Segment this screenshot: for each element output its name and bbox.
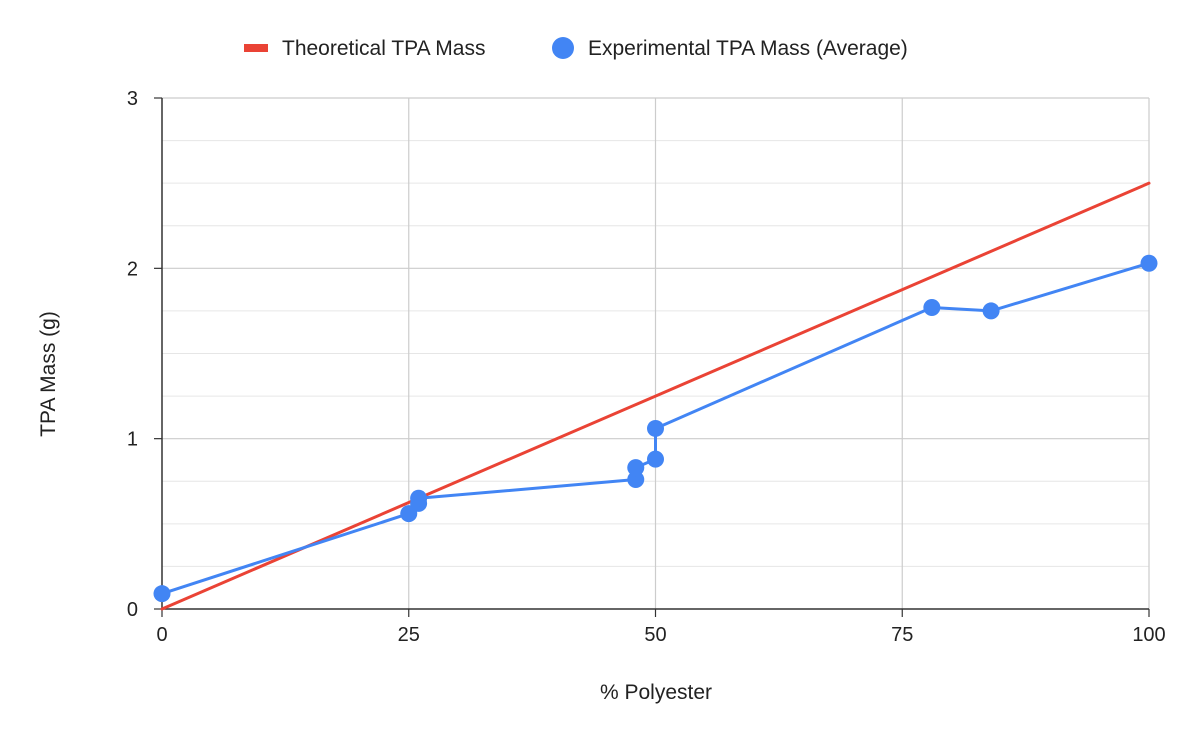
data-point-experimental[interactable] xyxy=(627,459,645,477)
x-tick-label: 0 xyxy=(156,624,167,646)
x-tick-label: 100 xyxy=(1132,624,1165,646)
legend-item-experimental[interactable]: Experimental TPA Mass (Average) xyxy=(552,37,908,60)
legend-swatch-theoretical xyxy=(244,44,268,52)
series xyxy=(153,181,1158,611)
data-point-experimental[interactable] xyxy=(982,302,1000,320)
data-point-experimental[interactable] xyxy=(153,585,171,603)
grid xyxy=(162,97,1150,609)
data-point-experimental[interactable] xyxy=(923,299,941,317)
data-point-experimental[interactable] xyxy=(627,471,645,489)
y-axis-title: TPA Mass (g) xyxy=(37,311,60,437)
legend-label-theoretical: Theoretical TPA Mass xyxy=(282,37,485,60)
legend-item-theoretical[interactable]: Theoretical TPA Mass xyxy=(244,37,485,60)
data-point-experimental[interactable] xyxy=(647,450,664,468)
data-point-experimental[interactable] xyxy=(647,419,664,437)
x-tick-label: 25 xyxy=(398,624,420,646)
y-tick-label: 3 xyxy=(127,88,138,110)
axes: 0 1 2 3 0 25 50 75 100 xyxy=(127,88,1166,646)
x-tick-label: 50 xyxy=(644,624,666,646)
legend: Theoretical TPA Mass Experimental TPA Ma… xyxy=(244,37,908,60)
legend-label-experimental: Experimental TPA Mass (Average) xyxy=(588,37,908,60)
data-point-experimental[interactable] xyxy=(1140,254,1158,272)
series-line-theoretical xyxy=(160,181,1151,611)
y-tick-label: 2 xyxy=(127,258,138,280)
y-tick-label: 1 xyxy=(127,429,138,451)
x-axis-title: % Polyester xyxy=(600,681,712,704)
y-tick-label: 0 xyxy=(127,599,138,621)
data-point-experimental[interactable] xyxy=(410,489,428,507)
legend-swatch-experimental xyxy=(552,37,574,59)
x-tick-label: 75 xyxy=(891,624,913,646)
